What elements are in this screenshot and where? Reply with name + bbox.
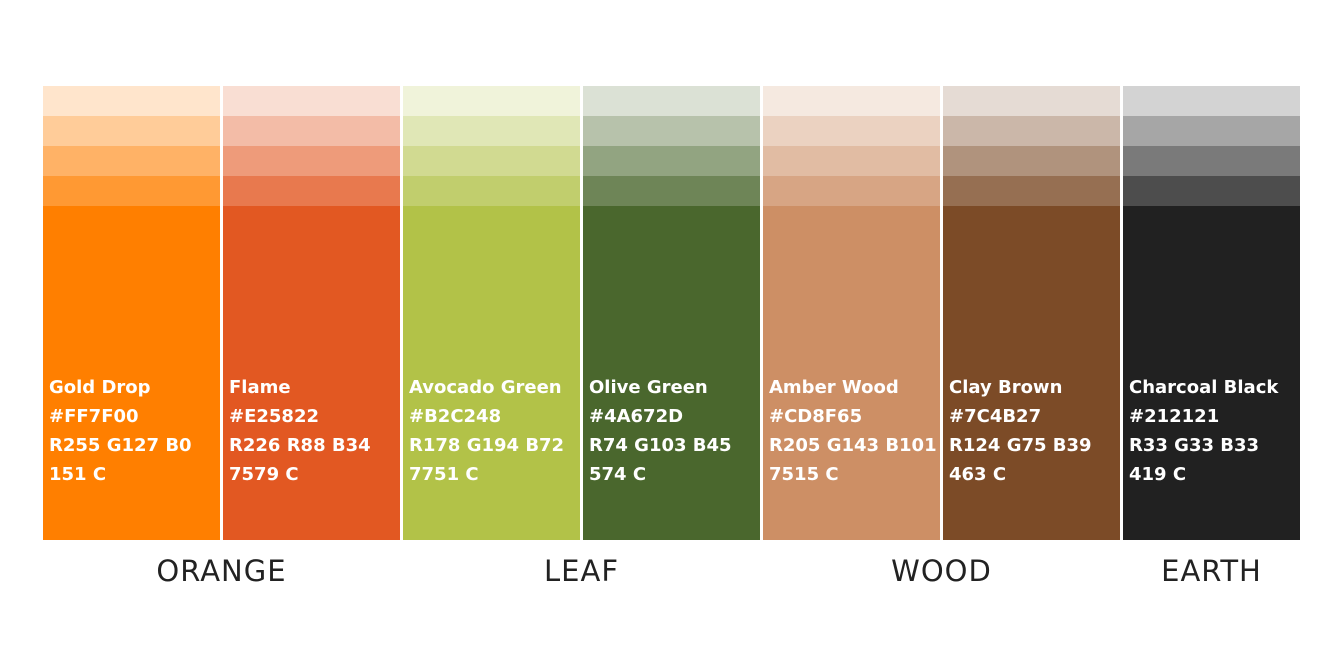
swatch	[943, 206, 1120, 540]
tint	[403, 116, 580, 146]
swatch	[43, 206, 220, 540]
swatch-pantone: 7515 C	[769, 464, 839, 485]
group-label: EARTH	[1161, 554, 1262, 588]
tint	[583, 176, 760, 206]
tint	[763, 146, 940, 176]
tint	[583, 116, 760, 146]
tint	[403, 176, 580, 206]
swatch-rgb: R74 G103 B45	[589, 435, 732, 456]
swatch-pantone: 574 C	[589, 464, 646, 485]
tint	[943, 176, 1120, 206]
tint	[223, 116, 400, 146]
swatch-pantone: 7751 C	[409, 464, 479, 485]
tint	[403, 86, 580, 116]
tint	[43, 176, 220, 206]
swatch-rgb: R255 G127 B0	[49, 435, 192, 456]
tint	[403, 146, 580, 176]
tint	[763, 116, 940, 146]
group-label: ORANGE	[156, 554, 286, 588]
swatch-hex: #B2C248	[409, 406, 501, 427]
swatch-name: Avocado Green	[409, 377, 562, 398]
tint	[43, 86, 220, 116]
swatch-name: Flame	[229, 377, 291, 398]
swatch-hex: #E25822	[229, 406, 319, 427]
tint	[43, 116, 220, 146]
swatch-rgb: R178 G194 B72	[409, 435, 564, 456]
swatch	[583, 206, 760, 540]
tint	[583, 86, 760, 116]
tint	[1123, 116, 1300, 146]
swatch-hex: #7C4B27	[949, 406, 1041, 427]
swatch-rgb: R226 R88 B34	[229, 435, 371, 456]
tint	[943, 146, 1120, 176]
tint	[223, 86, 400, 116]
swatch	[403, 206, 580, 540]
group-label: WOOD	[891, 554, 992, 588]
swatch	[1123, 206, 1300, 540]
tint	[1123, 176, 1300, 206]
tint	[583, 146, 760, 176]
tint	[1123, 146, 1300, 176]
tint	[943, 116, 1120, 146]
swatch-pantone: 463 C	[949, 464, 1006, 485]
swatch-hex: #FF7F00	[49, 406, 139, 427]
swatch-name: Olive Green	[589, 377, 708, 398]
swatch-hex: #CD8F65	[769, 406, 862, 427]
tint	[1123, 86, 1300, 116]
swatch-name: Clay Brown	[949, 377, 1062, 398]
tint	[763, 86, 940, 116]
swatch-pantone: 151 C	[49, 464, 106, 485]
group-label: LEAF	[544, 554, 619, 588]
swatch	[223, 206, 400, 540]
swatch-name: Gold Drop	[49, 377, 151, 398]
swatch	[763, 206, 940, 540]
tint	[943, 86, 1120, 116]
tint	[43, 146, 220, 176]
swatch-pantone: 419 C	[1129, 464, 1186, 485]
swatch-rgb: R33 G33 B33	[1129, 435, 1259, 456]
swatch-hex: #4A672D	[589, 406, 683, 427]
tint	[763, 176, 940, 206]
swatch-rgb: R205 G143 B101	[769, 435, 937, 456]
swatch-name: Amber Wood	[769, 377, 899, 398]
swatch-pantone: 7579 C	[229, 464, 299, 485]
swatch-rgb: R124 G75 B39	[949, 435, 1092, 456]
tint	[223, 146, 400, 176]
swatch-hex: #212121	[1129, 406, 1219, 427]
tint	[223, 176, 400, 206]
swatch-name: Charcoal Black	[1129, 377, 1279, 398]
